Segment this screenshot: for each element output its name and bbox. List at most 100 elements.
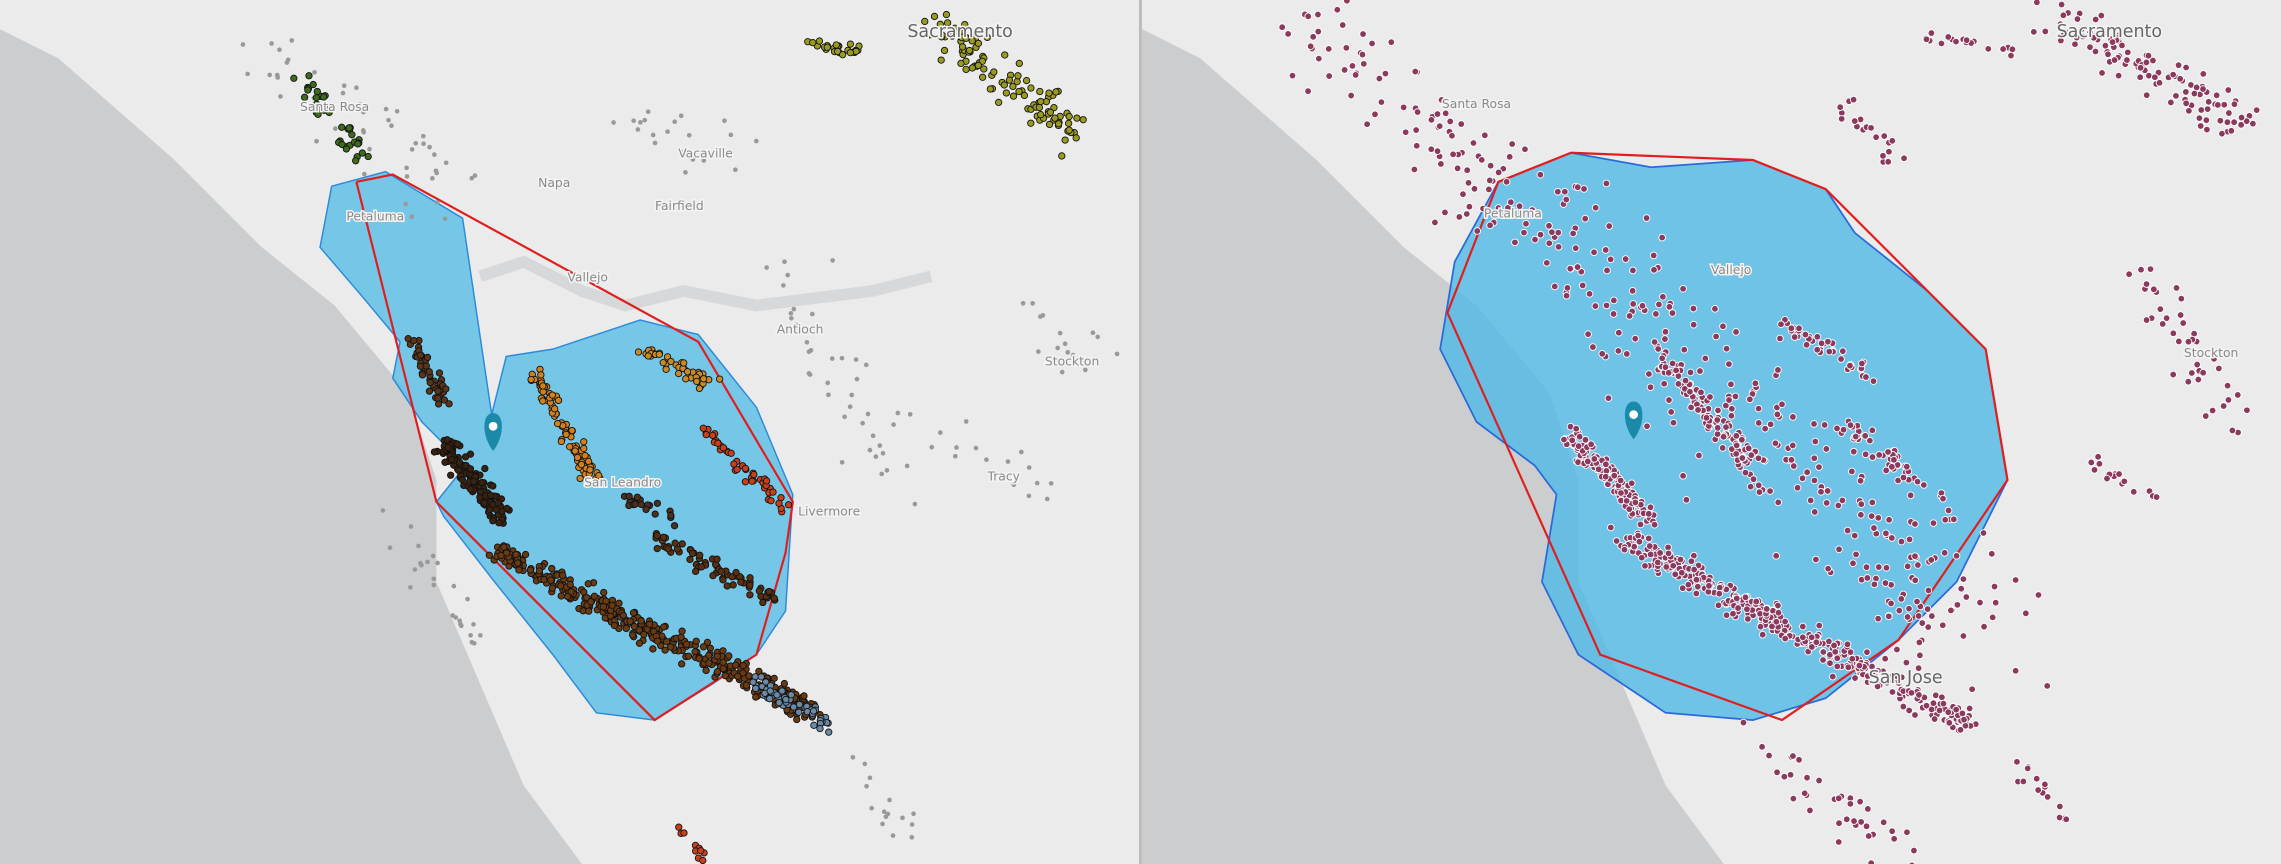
point	[2142, 91, 2151, 99]
point	[2184, 377, 2193, 386]
point	[587, 598, 595, 606]
location-pin[interactable]	[484, 413, 502, 451]
point	[434, 387, 442, 395]
point	[661, 646, 669, 654]
place-label: Petaluma	[346, 209, 404, 223]
point	[1848, 467, 1856, 476]
point	[1895, 606, 1904, 615]
point	[285, 57, 291, 63]
point	[440, 396, 449, 404]
point	[2216, 116, 2225, 125]
point	[1900, 154, 1908, 163]
point	[1669, 418, 1678, 427]
point	[1929, 699, 1938, 707]
point	[1606, 255, 1615, 264]
point	[1646, 503, 1655, 512]
point	[1988, 613, 1997, 622]
point	[963, 419, 969, 424]
point	[1777, 320, 1785, 329]
point	[1793, 483, 1802, 492]
point	[1377, 98, 1386, 106]
point	[547, 576, 555, 584]
point	[300, 93, 309, 101]
point	[1715, 589, 1724, 598]
point	[427, 144, 432, 150]
point	[1448, 131, 1456, 140]
point	[692, 637, 700, 645]
point	[752, 684, 760, 693]
point	[2193, 360, 2201, 369]
point	[435, 369, 444, 377]
point	[1725, 360, 1733, 368]
point	[974, 61, 982, 70]
point	[566, 443, 574, 451]
point	[1722, 423, 1730, 431]
point	[883, 814, 889, 819]
point	[847, 404, 853, 410]
point	[1810, 420, 1818, 428]
location-pin[interactable]	[1624, 401, 1643, 440]
point	[785, 272, 791, 278]
point	[688, 549, 697, 558]
point	[1681, 376, 1690, 385]
point	[1810, 476, 1819, 485]
point	[1911, 552, 1919, 560]
point	[1522, 219, 1530, 228]
point	[849, 392, 855, 398]
point	[1697, 388, 1705, 397]
point	[1826, 659, 1834, 667]
point	[1706, 393, 1714, 401]
point	[537, 371, 545, 379]
point	[1835, 819, 1843, 827]
point	[1774, 608, 1783, 617]
point	[640, 630, 648, 639]
point	[568, 426, 576, 435]
point	[1401, 128, 1410, 137]
point	[277, 47, 282, 53]
point	[1838, 496, 1847, 505]
point	[2062, 815, 2071, 824]
point	[666, 643, 675, 651]
point	[2142, 316, 2151, 324]
point	[2043, 682, 2051, 690]
point	[1065, 112, 1073, 121]
point	[1680, 345, 1689, 354]
point	[770, 594, 778, 602]
point	[1819, 656, 1827, 664]
point	[1594, 465, 1603, 474]
point	[2033, 0, 2041, 7]
point	[2218, 129, 2226, 138]
point	[1381, 69, 1390, 78]
convex-hull	[355, 173, 794, 722]
point	[443, 436, 451, 444]
point	[1788, 441, 1797, 450]
point	[1045, 120, 1054, 129]
point	[1665, 303, 1674, 311]
point	[2195, 114, 2204, 122]
point	[1863, 648, 1871, 656]
point	[559, 571, 567, 579]
point	[1433, 110, 1442, 118]
point	[693, 377, 701, 386]
point	[1885, 147, 1893, 156]
point	[1850, 117, 1859, 125]
point	[713, 667, 722, 676]
point	[2137, 265, 2145, 274]
point	[2041, 27, 2050, 36]
point	[580, 438, 588, 446]
point	[1689, 304, 1698, 313]
point	[1678, 584, 1687, 592]
point	[1718, 444, 1727, 452]
point	[1861, 432, 1869, 440]
point	[269, 41, 274, 46]
point	[1061, 136, 1069, 144]
point	[1601, 246, 1610, 254]
point	[1944, 506, 1953, 515]
point	[2030, 28, 2038, 36]
point	[1835, 545, 1843, 554]
point	[1453, 164, 1462, 173]
point	[608, 601, 616, 609]
point	[360, 128, 366, 133]
point	[1851, 432, 1860, 441]
point	[2233, 391, 2242, 399]
